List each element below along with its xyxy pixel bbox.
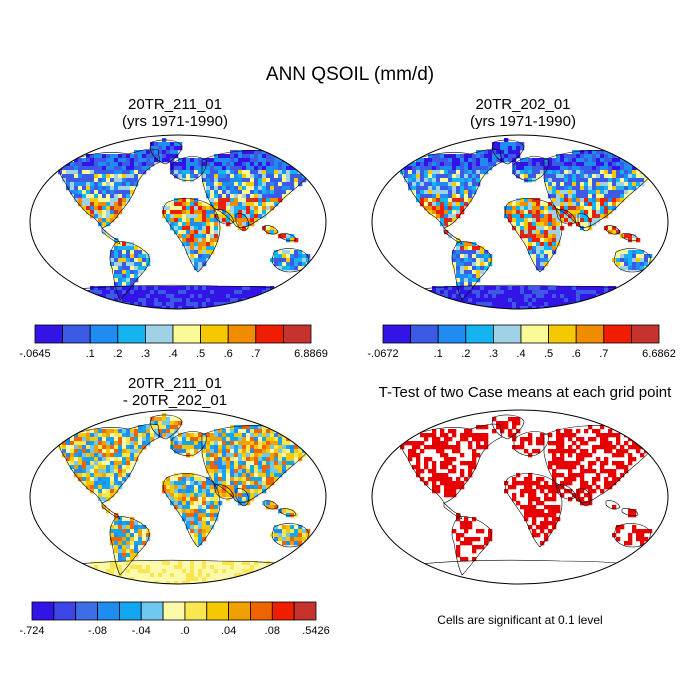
colorbar-diff-label: -.724 [19,625,44,637]
colorbar-diff-swatch [184,601,208,621]
panel-title-ttest: T-Test of two Case means at each grid po… [378,384,672,401]
colorbar-case1-label: .3 [141,348,150,360]
colorbar-diff: -.724 -.08 -.04 .0 .04 .08 .5426 [19,601,330,637]
colorbar-diff-label: .04 [221,625,236,637]
colorbar-case1-label: .1 [86,348,95,360]
colorbar-case2-label: .6 [572,348,581,360]
colorbar-diff-swatch [31,601,55,621]
map-case2 [371,134,669,310]
panel-title-diff-line1: 20TR_211_01 [128,375,222,392]
colorbar-case1-swatch [227,324,257,344]
colorbar-case1-swatch [34,324,64,344]
colorbar-case1-swatch [172,324,202,344]
colorbar-case1-swatch [200,324,229,344]
colorbar-case2-label: 6.6862 [642,348,676,360]
colorbar-case2-label: .4 [516,348,525,360]
colorbar-diff-label: -.04 [132,625,151,637]
map-diff [29,409,327,585]
colorbar-case2-swatch [548,324,577,344]
colorbar-case2-swatch [465,324,494,344]
panel-title-case1-line1: 20TR_211_01 [128,96,222,113]
colorbar-case2-swatch [492,324,522,344]
colorbar-diff-label: .5426 [302,625,330,637]
panel-title-diff: 20TR_211_01 - 20TR_202_01 [25,375,325,409]
colorbar-diff-swatch [271,601,295,621]
panel-title-diff-line2: - 20TR_202_01 [122,392,228,409]
colorbar-diff-swatch [97,601,120,621]
colorbar-case1-label: .7 [251,348,260,360]
colorbar-case1-label: .2 [113,348,122,360]
colorbar-case1-swatch [255,324,284,344]
colorbar-case1-label: .6 [224,348,233,360]
colorbar-case2-swatch [631,324,660,344]
colorbar-case1-label: .5 [196,348,205,360]
panel-title-case1-line2: (yrs 1971-1990) [122,113,228,130]
colorbar-diff-swatch [75,601,98,621]
colorbar-case2-label: -.0672 [367,348,398,360]
colorbar-diff-swatch [118,601,142,621]
colorbar-diff-swatch [140,601,164,621]
colorbar-case2: -.0672 .1 .2 .3 .4 .5 .6 .7 6.6862 [367,324,676,360]
colorbar-case2-label: .7 [599,348,608,360]
colorbar-diff-swatch [293,601,317,621]
panel-title-case2-line1: 20TR_202_01 [475,96,571,113]
map-ttest [371,409,669,585]
colorbar-case2-label: .5 [544,348,553,360]
colorbar-diff-swatch [206,601,230,621]
colorbar-case1-swatch [282,324,312,344]
colorbar-case2-label: .1 [434,348,443,360]
panel-title-case2: 20TR_202_01 (yrs 1971-1990) [373,96,673,130]
colorbar-diff-label: -.08 [88,625,107,637]
panel-title-case2-line2: (yrs 1971-1990) [470,113,576,130]
colorbar-case1-label: .4 [168,348,177,360]
colorbar-case2-swatch [410,324,439,344]
colorbar-diff-swatch [228,601,251,621]
colorbar-case1-swatch [62,324,91,344]
colorbar-case1-swatch [89,324,119,344]
figure-title: ANN QSOIL (mm/d) [265,64,435,85]
colorbar-case1-label: -.0645 [19,348,50,360]
colorbar-diff-swatch [250,601,273,621]
colorbar-case2-swatch [382,324,412,344]
colorbar-diff-swatch [162,601,186,621]
panel-title-case1: 20TR_211_01 (yrs 1971-1990) [25,96,325,130]
colorbar-diff-swatch [53,601,77,621]
colorbar-case2-label: .2 [461,348,470,360]
colorbar-case1-swatch [117,324,146,344]
colorbar-case1-label: 6.8869 [294,348,328,360]
colorbar-case1: -.0645 .1 .2 .3 .4 .5 .6 .7 6.8869 [19,324,328,360]
colorbar-case2-label: .3 [489,348,498,360]
colorbar-diff-label: .0 [180,625,189,637]
colorbar-case2-swatch [603,324,632,344]
colorbar-case2-swatch [437,324,467,344]
colorbar-case1-swatch [144,324,174,344]
significance-note: Cells are significant at 0.1 level [437,613,603,627]
colorbar-diff-label: .08 [265,625,280,637]
colorbar-case2-swatch [520,324,550,344]
colorbar-case2-swatch [575,324,605,344]
map-case1 [29,134,327,310]
